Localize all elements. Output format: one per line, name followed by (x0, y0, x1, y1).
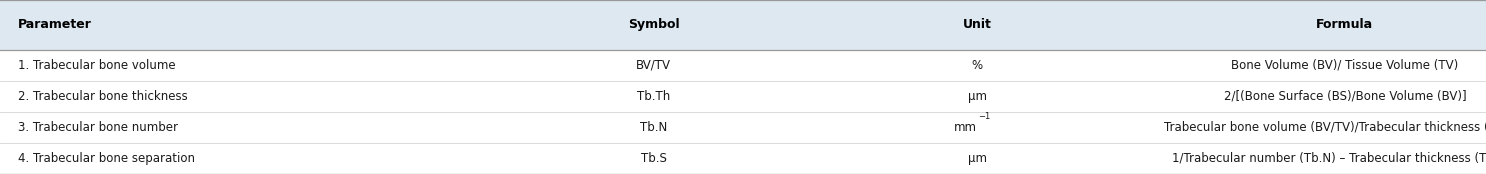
Text: mm: mm (954, 121, 978, 134)
Bar (0, 143, 1486, 174)
Text: BV/TV: BV/TV (636, 59, 672, 72)
Text: Tb.Th: Tb.Th (637, 90, 670, 103)
Text: Tb.N: Tb.N (640, 121, 667, 134)
Text: 3. Trabecular bone number: 3. Trabecular bone number (18, 121, 178, 134)
Text: Trabecular bone volume (BV/TV)/Trabecular thickness (Tb.Th): Trabecular bone volume (BV/TV)/Trabecula… (1164, 121, 1486, 134)
Text: 1/Trabecular number (Tb.N) – Trabecular thickness (Tb.Th): 1/Trabecular number (Tb.N) – Trabecular … (1172, 152, 1486, 165)
Text: μm: μm (967, 152, 987, 165)
Bar (0, 81, 1486, 112)
Text: Bone Volume (BV)/ Tissue Volume (TV): Bone Volume (BV)/ Tissue Volume (TV) (1232, 59, 1458, 72)
Text: −1: −1 (978, 112, 991, 121)
Text: Tb.S: Tb.S (640, 152, 667, 165)
Text: 1. Trabecular bone volume: 1. Trabecular bone volume (18, 59, 175, 72)
Text: 4. Trabecular bone separation: 4. Trabecular bone separation (18, 152, 195, 165)
Bar (0, 0, 1486, 50)
Text: Unit: Unit (963, 18, 991, 31)
Text: %: % (972, 59, 982, 72)
Text: μm: μm (967, 90, 987, 103)
Text: Symbol: Symbol (629, 18, 679, 31)
Bar (0, 112, 1486, 143)
Text: 2. Trabecular bone thickness: 2. Trabecular bone thickness (18, 90, 187, 103)
Text: 2/[(Bone Surface (BS)/Bone Volume (BV)]: 2/[(Bone Surface (BS)/Bone Volume (BV)] (1223, 90, 1467, 103)
Text: Parameter: Parameter (18, 18, 92, 31)
Text: Formula: Formula (1317, 18, 1373, 31)
Bar (0, 50, 1486, 81)
